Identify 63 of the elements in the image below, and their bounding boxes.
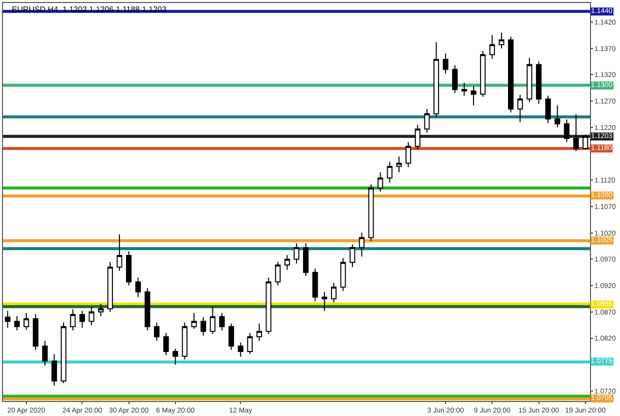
- candlestick: [182, 322, 188, 360]
- candlestick: [433, 42, 440, 118]
- candlestick: [517, 94, 523, 123]
- candlestick: [350, 244, 356, 268]
- candlestick: [14, 316, 20, 331]
- candlestick: [536, 61, 542, 104]
- candlestick: [60, 322, 66, 384]
- candlestick: [275, 261, 281, 286]
- candlestick: [378, 172, 384, 192]
- candlestick: [247, 332, 253, 355]
- candlestick: [330, 282, 337, 303]
- candlestick: [545, 95, 551, 124]
- candlestick: [172, 348, 178, 366]
- candlestick: [51, 354, 58, 386]
- candlestick: [154, 322, 160, 342]
- candlestick: [470, 86, 476, 106]
- candlestick: [406, 142, 412, 168]
- candlestick: [107, 261, 113, 312]
- candlestick: [284, 254, 290, 270]
- candlestick: [498, 32, 504, 49]
- candlestick: [340, 258, 346, 292]
- candlestick: [163, 332, 169, 356]
- candlestick: [228, 323, 234, 350]
- candlestick: [424, 108, 430, 134]
- candlestick: [42, 340, 48, 366]
- candlestick: [4, 310, 10, 328]
- candlestick: [144, 288, 150, 331]
- candlestick: [116, 234, 122, 272]
- candlestick: [24, 312, 30, 330]
- candlestick: [191, 312, 197, 330]
- candlestick: [312, 268, 318, 302]
- candlestick: [461, 82, 467, 96]
- candlestick: [442, 53, 448, 74]
- candlestick: [396, 156, 402, 173]
- candlestick: [303, 242, 309, 277]
- candlestick: [564, 119, 570, 143]
- candlestick: [126, 250, 132, 286]
- candlestick: [135, 277, 141, 298]
- candlestick: [79, 310, 85, 328]
- candlestick: [70, 308, 76, 331]
- candlestick: [452, 64, 458, 94]
- candlestick: [98, 304, 104, 317]
- candlestick: [573, 114, 579, 152]
- candlestick: [480, 50, 486, 98]
- candlestick: [322, 291, 328, 312]
- candlestick: [294, 242, 300, 264]
- candlestick: [210, 306, 216, 335]
- candlestick: [358, 232, 365, 258]
- candlestick: [32, 314, 38, 350]
- candlestick: [219, 312, 225, 331]
- candlestick: [88, 306, 94, 326]
- candlestick: [200, 316, 206, 336]
- candlestick: [508, 36, 514, 114]
- candlestick: [489, 34, 495, 60]
- candlestick: [256, 323, 262, 342]
- candlestick: [266, 277, 272, 335]
- candlestick: [554, 104, 560, 128]
- candlestick: [414, 124, 420, 150]
- candlestick: [526, 57, 532, 103]
- candlestick: [368, 184, 374, 242]
- candlestick: [582, 134, 588, 150]
- candlestick: [238, 342, 244, 358]
- candlestick: [386, 161, 392, 184]
